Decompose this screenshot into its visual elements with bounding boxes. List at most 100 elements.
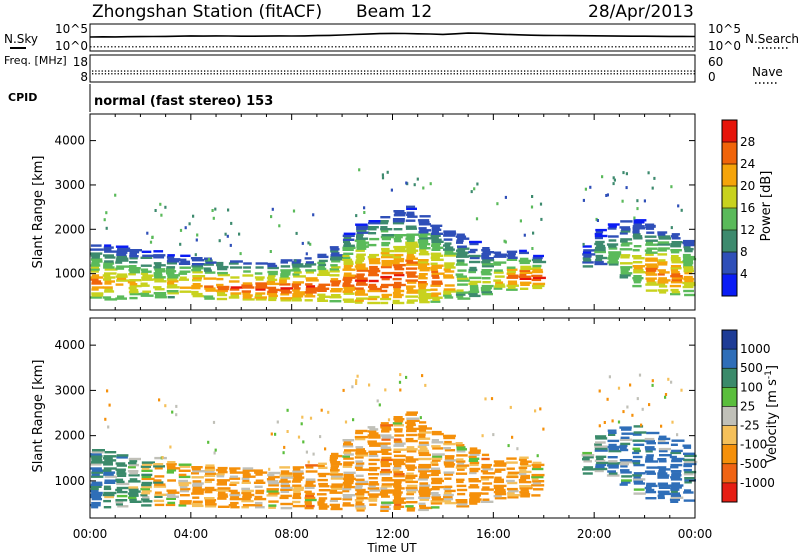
power-cell [443, 294, 452, 297]
velocity-speckle [312, 452, 315, 456]
velocity-cell [369, 468, 378, 472]
power-cell [117, 273, 128, 276]
power-cell [594, 234, 608, 238]
power-cell [532, 270, 544, 274]
nave-point [156, 73, 158, 75]
nave-point [210, 73, 212, 75]
power-cell [356, 227, 368, 230]
power-cell [292, 281, 304, 284]
power-cell [595, 228, 607, 232]
power-cell [369, 265, 378, 269]
power-cell [115, 259, 129, 262]
velocity-cell [406, 429, 417, 433]
power-cell [356, 247, 367, 250]
velocity-cell [116, 472, 127, 475]
power-cell [369, 237, 380, 241]
velocity-cell [368, 462, 377, 466]
velocity-cell [482, 468, 494, 471]
velocity-speckle [536, 454, 539, 458]
power-cell [191, 292, 203, 296]
velocity-cell [443, 495, 453, 499]
velocity-speckle [297, 435, 301, 439]
power-cell [456, 289, 464, 292]
freq-point [597, 70, 599, 72]
power-speckle [647, 171, 650, 175]
power-cell [682, 255, 696, 259]
velocity-cell [381, 452, 392, 455]
nave-point [143, 73, 145, 75]
nave-point [370, 73, 372, 75]
nave-point [316, 73, 318, 75]
power-cell [128, 273, 136, 276]
velocity-cell [443, 463, 456, 466]
power-cell [167, 258, 181, 261]
freq-point [568, 70, 571, 72]
power-cell [354, 299, 364, 302]
velocity-cell [381, 483, 395, 486]
power-cell [356, 233, 364, 236]
nave-point [280, 73, 283, 75]
power-cell [520, 265, 532, 269]
nave-point [418, 73, 420, 75]
power-cell [482, 281, 491, 284]
power-cell [506, 272, 516, 275]
power-cell [205, 261, 217, 264]
power-cell [380, 216, 391, 219]
velocity-cell [633, 425, 644, 428]
velocity-cell [230, 506, 240, 509]
velocity-cell [305, 470, 318, 473]
velocity-cell [154, 495, 163, 498]
velocity-cell [669, 455, 677, 459]
power-cell [469, 260, 481, 264]
power-speckle [230, 221, 233, 225]
velocity-speckle [664, 395, 667, 399]
power-cell [670, 288, 679, 292]
velocity-cell [380, 509, 389, 512]
power-cell [507, 270, 516, 273]
velocity-cell [330, 467, 339, 470]
velocity-cell [128, 488, 139, 491]
power-cell [155, 294, 167, 297]
freq-point [520, 70, 523, 72]
velocity-cell [141, 475, 152, 479]
velocity-cell [331, 483, 344, 486]
velocity-cell [179, 465, 191, 468]
power-cell [594, 260, 604, 264]
power-cell [431, 230, 439, 233]
power-cell [205, 289, 218, 292]
nave-tick-top: 60 [708, 55, 723, 69]
velocity-cell [392, 499, 404, 502]
power-cell [343, 280, 352, 283]
velocity-cell [405, 460, 416, 463]
freq-point [309, 70, 311, 72]
power-cell [129, 296, 138, 300]
velocity-cell [279, 474, 293, 477]
power-cell [392, 299, 400, 303]
nave-point [600, 73, 603, 75]
nave-point [495, 73, 497, 75]
power-cell [330, 264, 338, 267]
nave-point [415, 73, 417, 75]
velocity-cell [354, 486, 363, 490]
power-cell [318, 269, 329, 272]
power-cell [419, 269, 430, 272]
power-cell [165, 268, 175, 271]
power-speckle [643, 199, 646, 203]
power-cell [304, 263, 317, 266]
velocity-cell [217, 470, 228, 474]
power-cell [229, 288, 240, 291]
power-cell [632, 255, 642, 258]
velocity-speckle [680, 388, 683, 392]
freq-point [360, 70, 363, 72]
power-cell [343, 240, 350, 243]
power-speckle [159, 202, 162, 206]
power-cell [620, 230, 631, 233]
velocity-cell [646, 472, 656, 475]
power-cell [405, 259, 414, 262]
power-speckle [390, 188, 393, 192]
velocity-cell [430, 473, 439, 477]
velocity-cell [456, 484, 467, 488]
power-cell [481, 265, 494, 268]
velocity-cell [418, 492, 432, 495]
velocity-cell [443, 447, 451, 450]
